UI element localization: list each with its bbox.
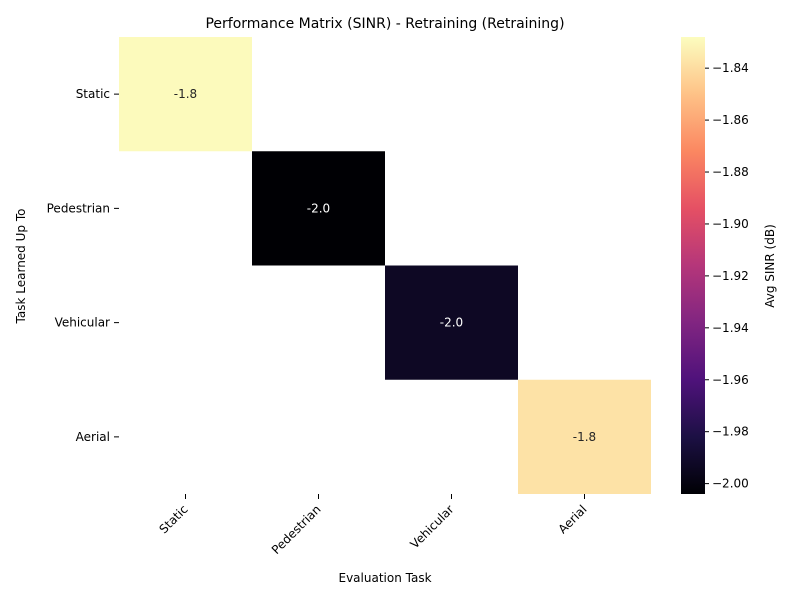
colorbar-tick-label: −1.88 bbox=[712, 165, 749, 179]
colorbar-tick-label: −1.86 bbox=[712, 113, 749, 127]
colorbar-tick-label: −1.84 bbox=[712, 61, 749, 75]
x-tick-label-vehicular: Vehicular bbox=[408, 502, 457, 551]
colorbar-tick-label: −1.96 bbox=[712, 373, 749, 387]
y-axis: Static Pedestrian Vehicular Aerial bbox=[47, 87, 119, 444]
heatmap-cell-vehicular-vehicular bbox=[385, 265, 518, 380]
cell-value-label: -2.0 bbox=[307, 201, 330, 215]
y-tick-label-pedestrian: Pedestrian bbox=[47, 201, 110, 215]
y-tick-label-static: Static bbox=[76, 87, 110, 101]
y-tick-label-aerial: Aerial bbox=[76, 430, 110, 444]
x-axis-label: Evaluation Task bbox=[338, 571, 431, 585]
colorbar-label: Avg SINR (dB) bbox=[763, 224, 777, 308]
colorbar-tick-label: −1.92 bbox=[712, 269, 749, 283]
chart-title: Performance Matrix (SINR) - Retraining (… bbox=[205, 16, 564, 32]
cell-value-label: -1.8 bbox=[174, 87, 197, 101]
heatmap-cell-pedestrian-pedestrian bbox=[252, 151, 385, 266]
colorbar-tick-label: −1.94 bbox=[712, 321, 749, 335]
x-tick-label-static: Static bbox=[156, 502, 190, 536]
colorbar-tick-label: −1.98 bbox=[712, 425, 749, 439]
cell-value-label: -2.0 bbox=[440, 316, 463, 330]
cell-value-label: -1.8 bbox=[573, 430, 596, 444]
x-tick-label-aerial: Aerial bbox=[555, 502, 589, 536]
colorbar-tick-label: −1.90 bbox=[712, 217, 749, 231]
heatmap-cells bbox=[119, 37, 651, 494]
x-tick-label-pedestrian: Pedestrian bbox=[269, 502, 324, 557]
heatmap-cell-static-static bbox=[119, 37, 252, 152]
colorbar-gradient bbox=[681, 37, 705, 494]
x-axis: Static Pedestrian Vehicular Aerial bbox=[156, 494, 590, 557]
colorbar-tick-label: −2.00 bbox=[712, 477, 749, 491]
heatmap-cell-aerial-aerial bbox=[518, 379, 651, 494]
heatmap-cell-labels: -1.8 -2.0 -2.0 -1.8 bbox=[174, 87, 596, 444]
colorbar: −2.00 −1.98 −1.96 −1.94 −1.92 −1.90 −1.88 −1.86… bbox=[681, 37, 749, 494]
y-tick-label-vehicular: Vehicular bbox=[55, 316, 110, 330]
y-axis-label: Task Learned Up To bbox=[14, 209, 28, 325]
